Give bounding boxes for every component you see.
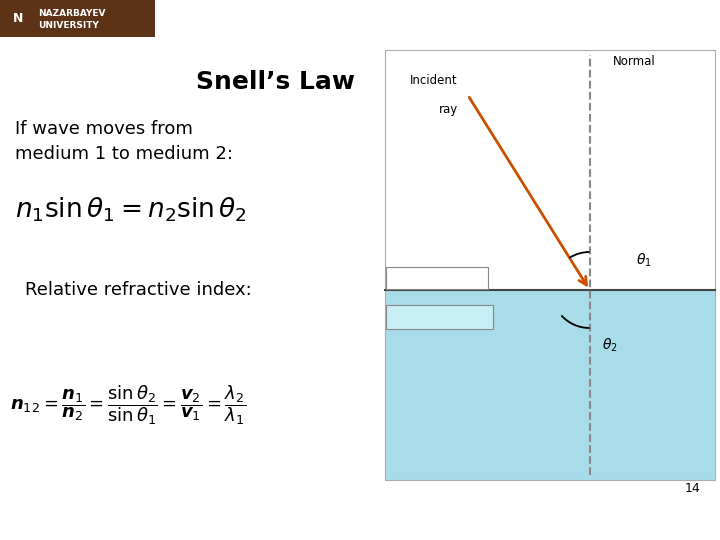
Text: Relative refractive index:: Relative refractive index: [25, 281, 252, 299]
Text: $\theta_2$: $\theta_2$ [602, 336, 617, 354]
Bar [0, 0, 155, 37]
Text: NAZARBAYEV: NAZARBAYEV [38, 9, 106, 17]
Text: ray: ray [438, 103, 458, 116]
Text: medium 1 to medium 2:: medium 1 to medium 2: [15, 145, 233, 163]
Text: 2015-16: 2015-16 [328, 518, 392, 532]
Text: $n_1 \sin\theta_1 = n_2 \sin\theta_2$: $n_1 \sin\theta_1 = n_2 \sin\theta_2$ [15, 195, 247, 224]
Text: $\theta_1$: $\theta_1$ [636, 251, 652, 269]
Text: If wave moves from: If wave moves from [15, 120, 193, 138]
Text: Normal: Normal [613, 55, 656, 68]
Text: UNIVERSITY: UNIVERSITY [38, 22, 99, 30]
Text: Snell’s Law: Snell’s Law [196, 70, 354, 94]
FancyBboxPatch shape [386, 267, 488, 289]
Text: Foundation Year Program: Foundation Year Program [546, 12, 715, 25]
FancyBboxPatch shape [386, 305, 493, 329]
Text: 14: 14 [684, 482, 700, 495]
Bar [385, 50, 715, 480]
Text: Incident: Incident [410, 74, 458, 87]
Text: Medium 1: Medium 1 [405, 272, 469, 285]
Text: $\boldsymbol{n}_{12} = \dfrac{\boldsymbol{n}_1}{\boldsymbol{n}_2} = \dfrac{\sin\: $\boldsymbol{n}_{12} = \dfrac{\boldsymbo… [10, 383, 246, 427]
Text: Medium 2: Medium 2 [407, 310, 472, 323]
Bar [385, 290, 715, 480]
Text: N: N [13, 12, 23, 25]
